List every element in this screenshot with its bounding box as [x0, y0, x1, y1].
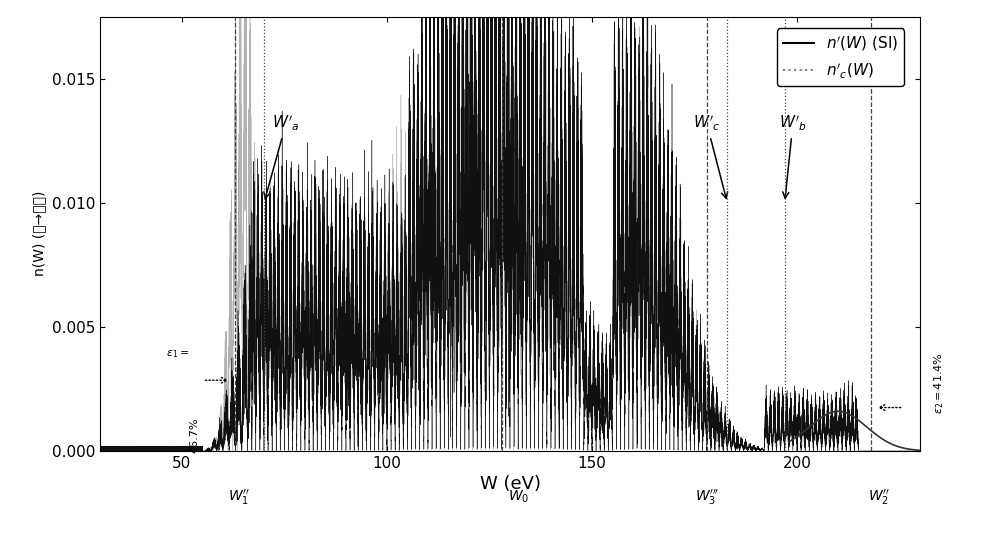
Text: 46.7%: 46.7% — [189, 417, 199, 453]
Text: $\varepsilon_1=$: $\varepsilon_1=$ — [166, 349, 190, 360]
Text: $\varepsilon_2=41.4\%$: $\varepsilon_2=41.4\%$ — [932, 352, 946, 414]
Text: $W'_c$: $W'_c$ — [693, 114, 728, 199]
Text: $W_0$: $W_0$ — [508, 488, 529, 505]
Legend: $n'(W)$ (SI), $n'_c(W)$: $n'(W)$ (SI), $n'_c(W)$ — [777, 29, 904, 86]
X-axis label: W (eV): W (eV) — [480, 475, 540, 493]
Y-axis label: n(W) (个→单位): n(W) (个→单位) — [32, 191, 46, 277]
Text: $W'_a$: $W'_a$ — [264, 114, 300, 199]
Text: $W'_b$: $W'_b$ — [779, 114, 807, 198]
Text: $\varepsilon_3=30.9\%$: $\varepsilon_3=30.9\%$ — [0, 549, 1, 550]
Text: $W_3'''$: $W_3'''$ — [695, 488, 719, 508]
Text: $W_1''$: $W_1''$ — [228, 488, 250, 508]
Text: $W_2''$: $W_2''$ — [868, 488, 890, 508]
